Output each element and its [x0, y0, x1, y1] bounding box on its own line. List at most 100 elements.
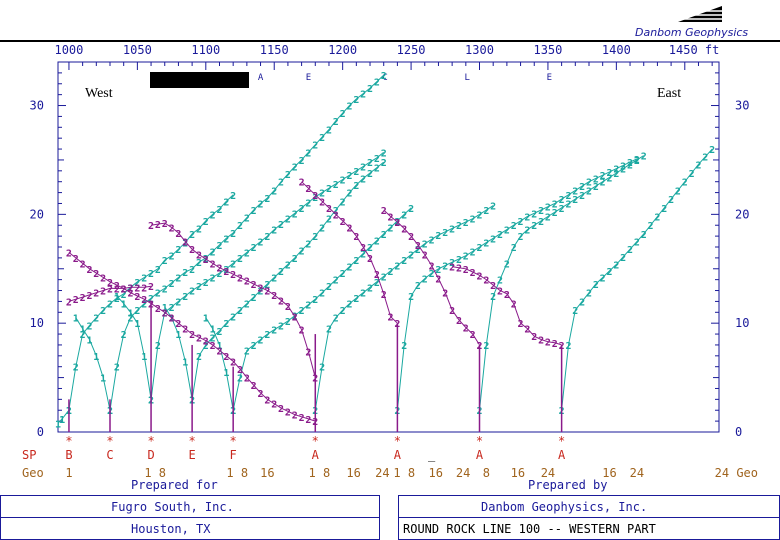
- series-line: [205, 317, 234, 411]
- data-point: 2: [463, 252, 469, 263]
- data-point: 1: [223, 368, 229, 379]
- data-point: 2: [360, 90, 366, 101]
- geo-label: 1 8: [144, 466, 166, 480]
- data-point: 2: [511, 300, 517, 311]
- data-point: 2: [251, 243, 257, 254]
- data-point: 2: [524, 226, 530, 237]
- data-point: 2: [374, 236, 380, 247]
- x-tick-label: 1450 ft: [669, 43, 720, 57]
- shot-star: *: [558, 434, 565, 448]
- data-point: 2: [264, 287, 270, 298]
- data-point: 2: [483, 206, 489, 217]
- series-line: [150, 151, 385, 400]
- x-tick-label: 1100: [191, 43, 220, 57]
- x-tick-label: 1000: [54, 43, 83, 57]
- shot-star: *: [147, 434, 154, 448]
- series-line: [68, 285, 152, 302]
- data-point: 2: [196, 352, 202, 363]
- data-point: 2: [374, 278, 380, 289]
- data-point: 2: [271, 291, 277, 302]
- data-point: 2: [524, 325, 530, 336]
- data-point: 2: [196, 225, 202, 236]
- data-point: 2: [189, 230, 195, 241]
- data-point: 2: [388, 267, 394, 278]
- data-point: 2: [353, 181, 359, 192]
- data-point: 2: [422, 251, 428, 262]
- client-name-box: Fugro South, Inc.: [0, 495, 380, 518]
- data-point: 2: [353, 95, 359, 106]
- series-line: [75, 317, 111, 411]
- data-point: 2: [340, 269, 346, 280]
- data-point: 2: [196, 282, 202, 293]
- data-point: 2: [73, 295, 79, 306]
- data-point: 2: [586, 186, 592, 197]
- data-point: 2: [538, 206, 544, 217]
- geo-label: 1: [65, 466, 72, 480]
- data-point: 2: [538, 217, 544, 228]
- data-point: 2: [490, 281, 496, 292]
- data-point: 2: [196, 251, 202, 262]
- shot-star: *: [230, 434, 237, 448]
- data-point: 2: [449, 306, 455, 317]
- data-point: 2: [545, 213, 551, 224]
- data-point: 2: [401, 210, 407, 221]
- data-point: 2: [175, 297, 181, 308]
- data-point: 2: [579, 182, 585, 193]
- data-point: 2: [333, 180, 339, 191]
- data-point: 2: [285, 215, 291, 226]
- data-point: 2: [470, 330, 476, 341]
- data-point: 2: [470, 215, 476, 226]
- data-point: 2: [661, 204, 667, 215]
- data-point: 2: [66, 248, 72, 259]
- data-point: 2: [285, 317, 291, 328]
- data-point: 2: [216, 205, 222, 216]
- data-point: 2: [264, 194, 270, 205]
- data-point: 2: [182, 238, 188, 249]
- data-point: 2: [203, 255, 209, 266]
- data-point: 2: [223, 319, 229, 330]
- y-tick-label-right: 30: [735, 99, 749, 113]
- data-point: 2: [388, 223, 394, 234]
- data-point: 1: [128, 308, 134, 319]
- data-point: 2: [627, 158, 633, 169]
- data-point: 2: [237, 221, 243, 232]
- data-point: 2: [203, 278, 209, 289]
- data-point: 2: [100, 287, 106, 298]
- data-point: 2: [634, 156, 640, 167]
- redaction-block: [150, 72, 249, 88]
- data-point: 2: [319, 133, 325, 144]
- data-point: 2: [292, 254, 298, 265]
- data-point: 2: [511, 221, 517, 232]
- top-marker-label: E: [547, 73, 552, 83]
- data-point: 1: [121, 300, 127, 311]
- prepared-for-label: Prepared for: [131, 478, 218, 492]
- data-point: 2: [258, 238, 264, 249]
- west-label: West: [85, 86, 113, 101]
- data-point: 2: [128, 289, 134, 300]
- data-point: 2: [155, 341, 161, 352]
- data-point: 2: [360, 250, 366, 261]
- series-line: [383, 209, 480, 346]
- data-point: 2: [107, 284, 113, 295]
- data-point: 2: [476, 271, 482, 282]
- data-point: 2: [107, 300, 113, 311]
- brand-name: Danbom Geophysics: [635, 26, 748, 39]
- sp-row: *B*C*D*E*F*A*A*A*A: [65, 434, 566, 462]
- data-point: 2: [278, 178, 284, 189]
- data-point: 2: [600, 171, 606, 182]
- top-marker-label: L: [464, 73, 469, 83]
- series-line: [452, 266, 562, 346]
- data-point: 2: [312, 191, 318, 202]
- data-point: 1: [59, 415, 65, 426]
- data-point: 2: [230, 270, 236, 281]
- geo-label: 16: [346, 466, 360, 480]
- data-point: 2: [312, 295, 318, 306]
- data-point: 2: [374, 164, 380, 175]
- data-point: 2: [189, 245, 195, 256]
- data-point: 2: [148, 282, 154, 293]
- data-point: 2: [196, 333, 202, 344]
- data-point: 1: [73, 314, 79, 325]
- geo-label: 16: [260, 466, 274, 480]
